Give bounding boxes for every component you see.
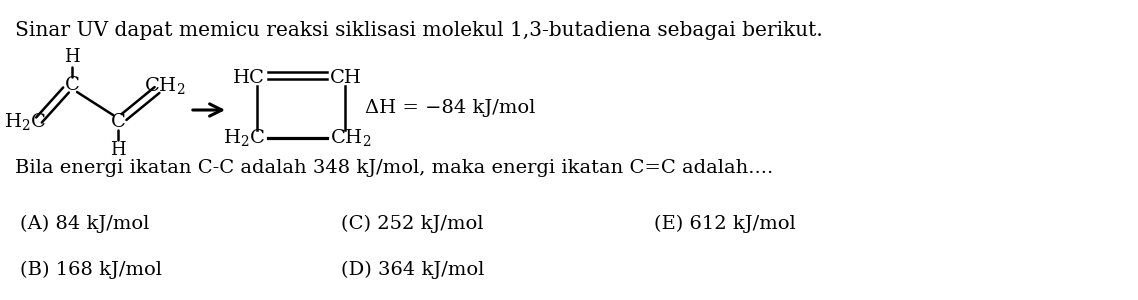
Text: (E) 612 kJ/mol: (E) 612 kJ/mol	[654, 214, 797, 233]
Text: CH: CH	[330, 69, 362, 87]
Text: C: C	[65, 76, 80, 94]
Text: $\mathregular{CH_2}$: $\mathregular{CH_2}$	[330, 128, 371, 148]
Text: $\mathregular{CH_2}$: $\mathregular{CH_2}$	[145, 74, 185, 95]
Text: Bila energi ikatan C-C adalah 348 kJ/mol, maka energi ikatan C=C adalah....: Bila energi ikatan C-C adalah 348 kJ/mol…	[15, 159, 773, 177]
Text: (C) 252 kJ/mol: (C) 252 kJ/mol	[341, 214, 484, 233]
Text: ΔH = −84 kJ/mol: ΔH = −84 kJ/mol	[365, 99, 535, 117]
Text: Sinar UV dapat memicu reaksi siklisasi molekul 1,3-butadiena sebagai berikut.: Sinar UV dapat memicu reaksi siklisasi m…	[15, 21, 823, 40]
Text: C: C	[110, 113, 125, 131]
Text: H: H	[110, 141, 126, 159]
Text: $\mathregular{H_2C}$: $\mathregular{H_2C}$	[3, 112, 46, 133]
Text: (D) 364 kJ/mol: (D) 364 kJ/mol	[341, 261, 485, 279]
Text: H: H	[64, 48, 80, 66]
Text: HC: HC	[233, 69, 265, 87]
Text: (A) 84 kJ/mol: (A) 84 kJ/mol	[20, 214, 150, 233]
Text: (B) 168 kJ/mol: (B) 168 kJ/mol	[20, 261, 163, 279]
Text: $\mathregular{H_2C}$: $\mathregular{H_2C}$	[223, 128, 265, 148]
